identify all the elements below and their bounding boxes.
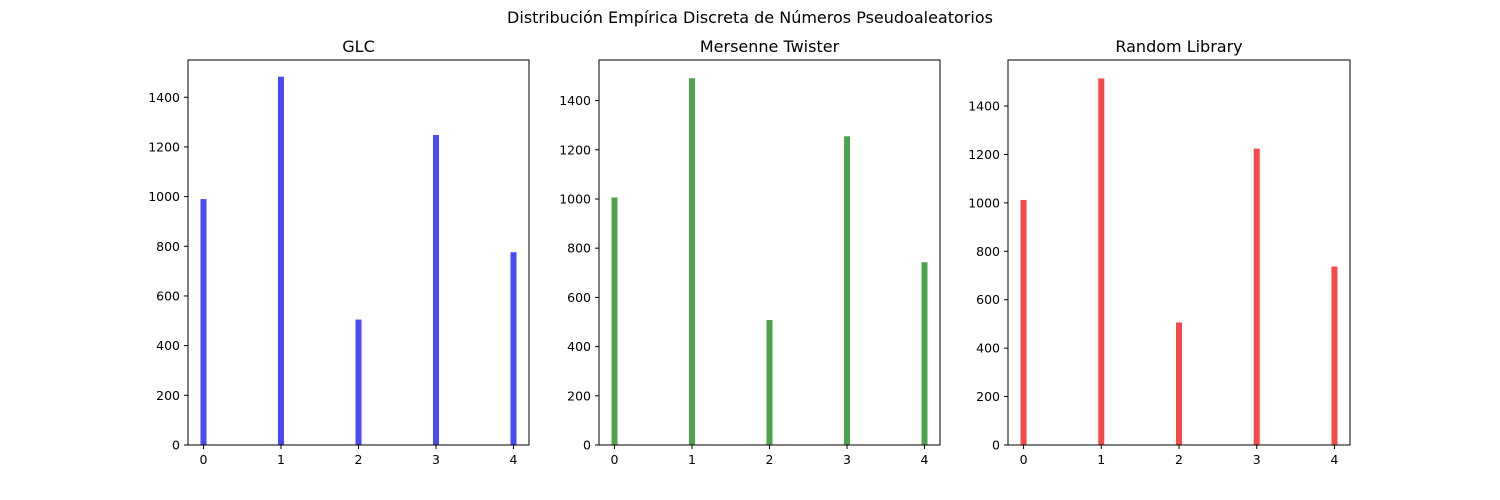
y-tick-label: 1000 <box>968 195 1000 210</box>
y-tick-label: 200 <box>976 389 1000 404</box>
x-tick-label: 1 <box>277 452 285 467</box>
x-tick-label: 0 <box>200 452 208 467</box>
bar <box>278 76 284 445</box>
subplot-title: Mersenne Twister <box>700 37 840 56</box>
bar <box>921 262 928 445</box>
x-tick-label: 0 <box>611 452 619 467</box>
y-tick-label: 1000 <box>559 191 591 206</box>
y-tick-label: 1000 <box>148 189 180 204</box>
subplot-title: Random Library <box>1115 37 1242 56</box>
x-tick-label: 2 <box>1175 452 1183 467</box>
bar <box>1098 78 1105 445</box>
y-tick-label: 800 <box>567 241 591 256</box>
y-tick-label: 0 <box>583 438 591 453</box>
subplot-1: Mersenne Twister 0 1 2 3 4 0 200 400 600 800 1000 12… <box>559 37 941 467</box>
y-tick-label: 1400 <box>968 99 1000 114</box>
bar <box>200 199 207 445</box>
subplot-2: Random Library 0 1 2 3 4 0 200 400 600 800 1000 1200… <box>968 37 1351 467</box>
y-tick-label: 1200 <box>559 142 591 157</box>
bar <box>510 252 517 445</box>
subplot-0: GLC 0 1 2 3 4 0 200 400 600 800 1000 1200 1400 <box>148 37 530 467</box>
x-tick-label: 4 <box>921 452 929 467</box>
bar <box>1253 148 1260 446</box>
x-tick-label: 3 <box>1253 452 1261 467</box>
y-tick-label: 1200 <box>148 139 180 154</box>
x-tick-label: 2 <box>355 452 363 467</box>
y-tick-label: 1400 <box>559 93 591 108</box>
y-tick-label: 0 <box>172 438 180 453</box>
y-tick-label: 800 <box>156 239 180 254</box>
x-tick-label: 3 <box>843 452 851 467</box>
y-tick-label: 200 <box>567 388 591 403</box>
bar <box>1020 199 1027 445</box>
bar <box>611 197 618 445</box>
bar <box>689 78 695 446</box>
figure-suptitle: Distribución Empírica Discreta de Número… <box>507 8 993 27</box>
y-tick-label: 400 <box>567 339 591 354</box>
y-tick-label: 1400 <box>148 90 180 105</box>
y-tick-label: 800 <box>976 244 1000 259</box>
bar <box>766 320 773 445</box>
bar <box>1176 322 1182 445</box>
x-tick-label: 4 <box>510 452 518 467</box>
y-tick-label: 1200 <box>968 147 1000 162</box>
y-tick-label: 400 <box>976 341 1000 356</box>
y-tick-label: 600 <box>156 288 180 303</box>
bar <box>355 319 362 445</box>
y-tick-label: 600 <box>976 292 1000 307</box>
bar <box>844 136 850 446</box>
x-tick-label: 4 <box>1330 452 1338 467</box>
bar <box>433 135 439 445</box>
x-tick-label: 1 <box>688 452 696 467</box>
y-tick-label: 0 <box>992 438 1000 453</box>
bar <box>1331 266 1338 445</box>
y-tick-label: 600 <box>567 290 591 305</box>
x-tick-label: 0 <box>1020 452 1028 467</box>
x-tick-label: 3 <box>432 452 440 467</box>
subplot-title: GLC <box>342 37 374 56</box>
y-tick-label: 400 <box>156 338 180 353</box>
x-tick-label: 2 <box>766 452 774 467</box>
x-tick-label: 1 <box>1097 452 1105 467</box>
y-tick-label: 200 <box>156 388 180 403</box>
